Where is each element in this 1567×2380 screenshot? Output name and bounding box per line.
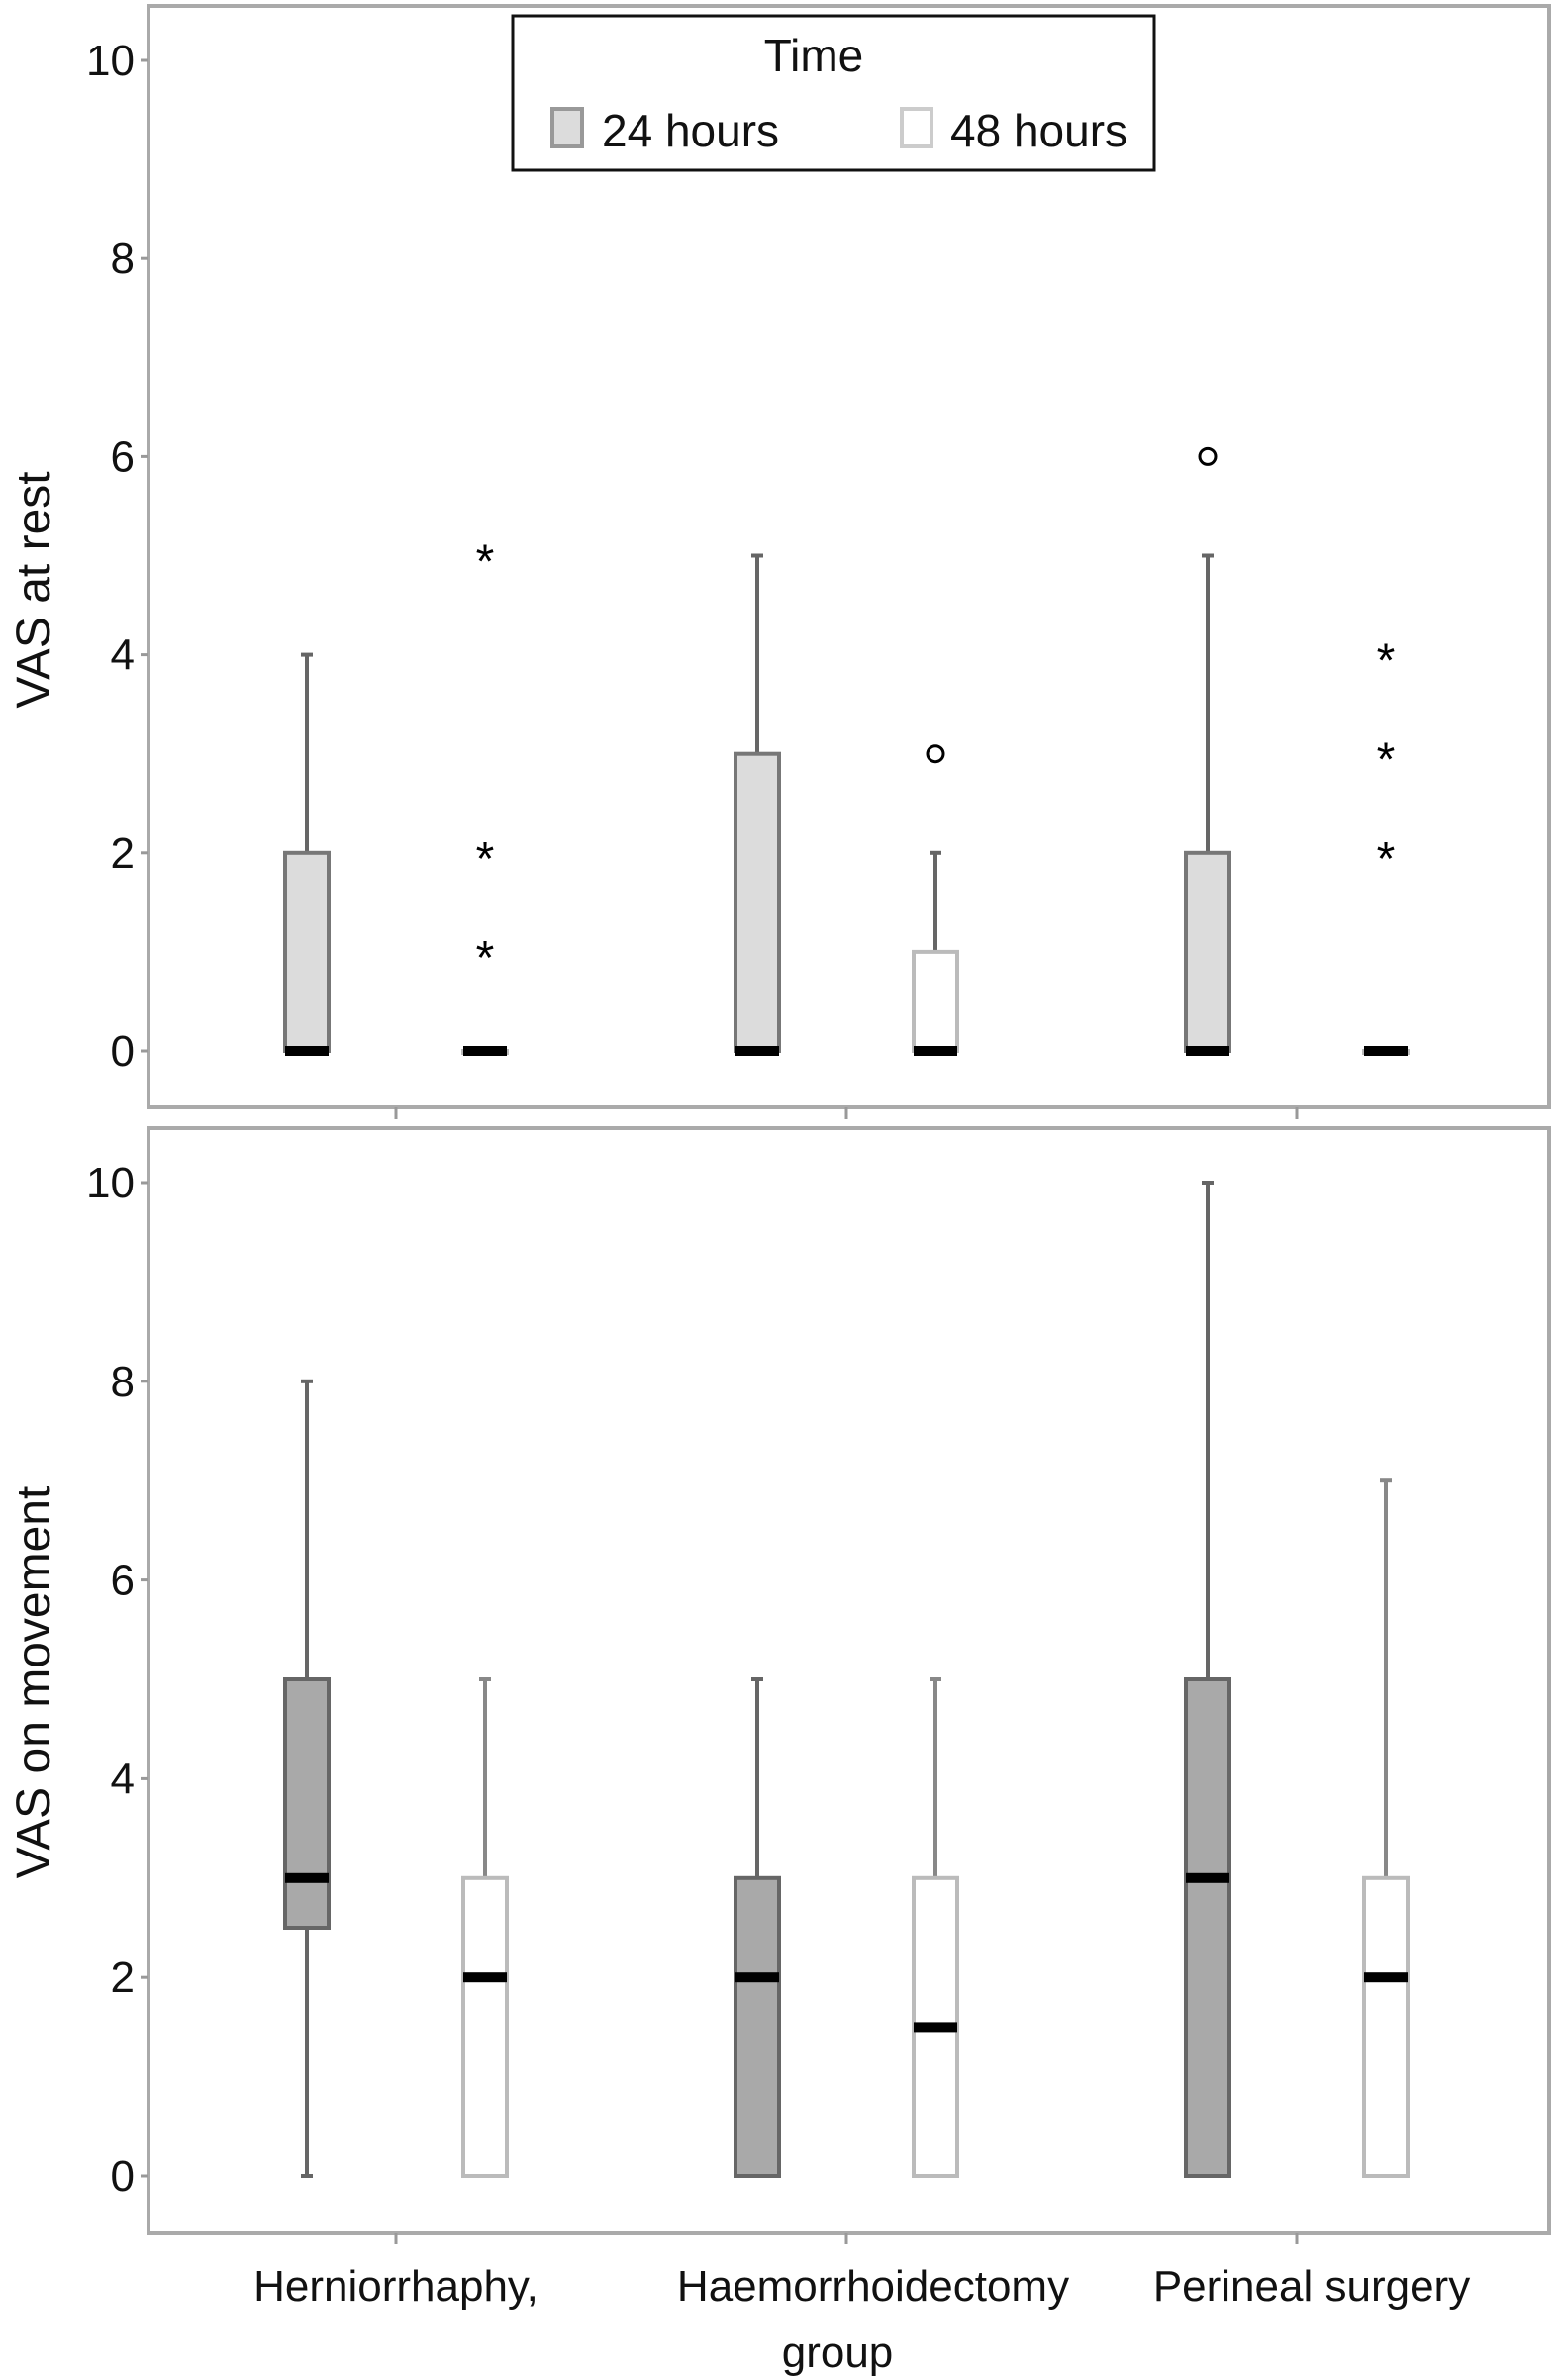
box xyxy=(912,949,959,1054)
box xyxy=(1362,1875,1410,2179)
box xyxy=(283,850,331,1053)
y-axis-label-rest: VAS at rest xyxy=(8,471,60,708)
extreme-asterisk: * xyxy=(476,932,495,985)
median-line xyxy=(914,2022,957,2033)
y-tick-label: 10 xyxy=(86,1159,135,1207)
category-label-herniorrhaphy: Herniorrhaphy, xyxy=(253,2262,539,2311)
extreme-asterisk: * xyxy=(476,536,495,589)
y-tick-label: 2 xyxy=(111,829,135,878)
y-tick-label: 10 xyxy=(86,37,135,85)
box xyxy=(1184,1677,1231,2178)
legend-swatch-24-hours xyxy=(550,107,584,148)
y-axis-label-movement: VAS on movement xyxy=(8,1486,60,1879)
legend-label-48-hours: 48 hours xyxy=(950,105,1127,156)
median-line xyxy=(1186,1046,1229,1056)
box xyxy=(283,1677,331,1930)
extreme-asterisk: * xyxy=(476,833,495,886)
category-label-haemorrhoidectomy: Haemorrhoidectomy xyxy=(677,2262,1069,2311)
y-tick-label: 8 xyxy=(111,235,135,283)
extreme-asterisk: * xyxy=(1377,833,1396,886)
legend-frame xyxy=(511,14,1156,172)
plot-frame-0 xyxy=(147,4,1551,1109)
y-tick-label: 6 xyxy=(111,432,135,481)
y-tick-label: 4 xyxy=(111,631,135,680)
box xyxy=(1184,850,1231,1053)
outlier-circle xyxy=(1198,446,1218,466)
y-tick-label: 6 xyxy=(111,1557,135,1605)
y-tick-label: 4 xyxy=(111,1755,135,1803)
legend-label-24-hours: 24 hours xyxy=(602,105,779,156)
y-tick-label: 0 xyxy=(111,1027,135,1076)
legend-title: Time xyxy=(764,30,864,81)
median-line xyxy=(463,1046,507,1056)
category-label-perineal-surgery: Perineal surgery xyxy=(1153,2262,1470,2311)
median-line xyxy=(285,1872,329,1883)
median-line xyxy=(1186,1872,1229,1883)
extreme-asterisk: * xyxy=(1377,734,1396,787)
median-line xyxy=(735,1046,779,1056)
plot-frame-1 xyxy=(147,1126,1551,2235)
median-line xyxy=(463,1972,507,1983)
y-tick-label: 8 xyxy=(111,1358,135,1406)
median-line xyxy=(285,1046,329,1056)
box xyxy=(734,1875,781,2179)
median-line xyxy=(1364,1972,1408,1983)
legend-swatch-48-hours xyxy=(900,107,933,148)
x-axis-label: group xyxy=(782,2329,894,2377)
box xyxy=(734,751,781,1053)
median-line xyxy=(914,1046,957,1056)
box xyxy=(461,1875,509,2179)
median-line xyxy=(1364,1046,1408,1056)
legend: Time 24 hours 48 hours xyxy=(511,14,1156,172)
median-line xyxy=(735,1972,779,1983)
y-tick-label: 0 xyxy=(111,2152,135,2201)
y-tick-label: 2 xyxy=(111,1953,135,2002)
extreme-asterisk: * xyxy=(1377,635,1396,688)
outlier-circle xyxy=(926,744,945,764)
